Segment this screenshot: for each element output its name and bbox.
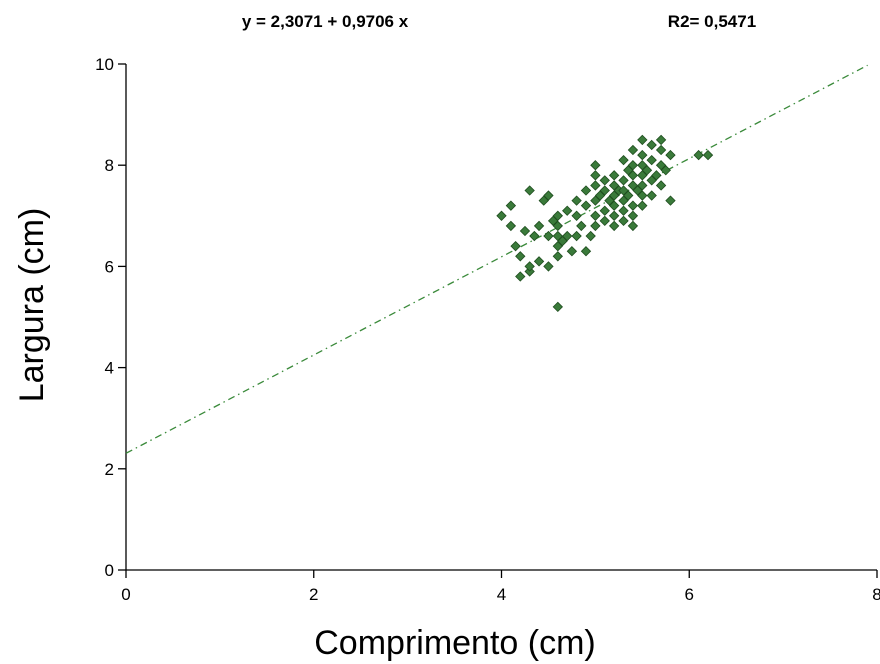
data-point: [665, 149, 676, 161]
data-point: [627, 220, 639, 232]
data-point: [599, 215, 610, 227]
data-point: [524, 185, 535, 196]
data-point: [641, 165, 653, 176]
data-point: [627, 170, 639, 181]
data-point: [627, 200, 639, 211]
data-point: [627, 160, 639, 171]
data-point: [566, 246, 578, 257]
data-point: [646, 139, 657, 151]
data-point: [519, 225, 531, 237]
data-point: [590, 220, 601, 232]
data-point: [529, 230, 540, 242]
data-point: [618, 175, 629, 186]
y-tick-label: 6: [105, 257, 114, 276]
data-point: [505, 220, 517, 232]
data-point: [599, 185, 610, 196]
data-point: [637, 180, 648, 191]
data-point: [590, 180, 601, 191]
data-point: [655, 134, 667, 146]
data-point: [552, 251, 563, 262]
x-tick-label: 2: [309, 585, 318, 604]
x-tick-label: 6: [685, 585, 694, 604]
data-point: [524, 261, 535, 272]
data-point: [571, 230, 582, 242]
data-point: [543, 261, 554, 272]
data-point: [702, 149, 714, 161]
data-point: [627, 210, 639, 221]
data-point: [655, 180, 667, 191]
data-point: [580, 246, 592, 257]
regression-line: [125, 64, 868, 454]
data-point: [665, 195, 676, 206]
x-tick-label: 0: [121, 585, 130, 604]
data-point: [562, 230, 573, 242]
data-point: [637, 190, 648, 201]
data-points: [496, 134, 714, 313]
data-point: [590, 160, 601, 171]
data-point: [552, 220, 563, 232]
y-axis-title: Largura (cm): [13, 208, 51, 403]
data-point: [646, 154, 657, 166]
data-point: [660, 165, 671, 176]
data-point: [623, 190, 634, 201]
x-tick-label: 4: [497, 585, 506, 604]
regression-line-group: [125, 64, 868, 454]
data-point: [576, 220, 587, 232]
data-point: [585, 230, 596, 242]
data-point: [608, 170, 620, 181]
data-point: [496, 210, 507, 221]
data-point: [505, 200, 517, 211]
data-point: [651, 170, 662, 181]
data-point: [637, 134, 648, 146]
data-point: [608, 210, 620, 221]
data-point: [580, 185, 592, 196]
data-point: [552, 210, 563, 221]
data-point: [618, 205, 629, 216]
data-point: [533, 256, 545, 267]
data-point: [571, 210, 582, 221]
data-point: [533, 220, 545, 232]
data-point: [599, 205, 610, 216]
data-point: [543, 190, 554, 201]
x-axis-title: Comprimento (cm): [314, 624, 595, 662]
data-point: [571, 195, 582, 206]
x-ticks: 0 2 4 6 8: [121, 570, 880, 604]
data-point: [552, 301, 563, 313]
data-point: [599, 175, 610, 186]
data-point: [637, 200, 648, 211]
data-point: [562, 205, 573, 216]
data-point: [627, 144, 639, 156]
data-point: [637, 149, 648, 161]
data-point: [515, 251, 526, 262]
data-point: [608, 220, 620, 232]
data-point: [590, 210, 601, 221]
y-tick-label: 10: [95, 55, 114, 74]
r2-label: R2= 0,5471: [668, 12, 756, 31]
y-tick-label: 4: [105, 359, 114, 378]
data-point: [590, 170, 601, 181]
y-tick-label: 0: [105, 561, 114, 580]
data-point: [515, 271, 526, 282]
y-tick-label: 2: [105, 460, 114, 479]
data-point: [580, 200, 592, 211]
y-tick-label: 8: [105, 156, 114, 175]
data-point: [618, 215, 629, 227]
data-point: [608, 200, 620, 211]
y-ticks: 0 2 4 6 8 10: [95, 55, 126, 580]
data-point: [618, 154, 629, 166]
data-point: [655, 144, 667, 156]
data-point: [693, 149, 704, 161]
data-point: [646, 190, 657, 201]
data-point: [510, 240, 521, 252]
equation-label: y = 2,3071 + 0,9706 x: [242, 12, 409, 31]
data-point: [543, 230, 554, 242]
x-tick-label: 8: [872, 585, 880, 604]
